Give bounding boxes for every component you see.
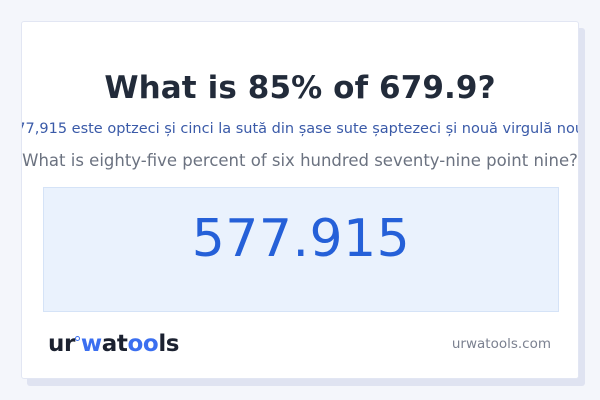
logo-text-part2: w (80, 331, 102, 357)
logo-text-part1: ur (48, 331, 75, 357)
page-subtitle: What is eighty-five percent of six hundr… (22, 151, 578, 170)
page-title: What is 85% of 679.9? (104, 70, 496, 106)
result-words: 577,915 este optzeci și cinci la sută di… (21, 121, 579, 137)
result-value: 577.915 (191, 209, 411, 269)
calculator-card: What is 85% of 679.9? What is eighty-fiv… (21, 21, 579, 379)
circle-dot-icon (75, 336, 81, 341)
result-box: 577.915 (43, 187, 559, 312)
site-url-label: urwatools.com (451, 336, 551, 352)
logo-text-part4: oo (127, 331, 159, 357)
card-footer: ur w at oo ls urwatools.com (22, 328, 578, 360)
logo-text-part3: at (101, 331, 128, 357)
brand-logo[interactable]: ur w at oo ls (48, 328, 179, 360)
logo-text-part5: ls (158, 331, 180, 357)
